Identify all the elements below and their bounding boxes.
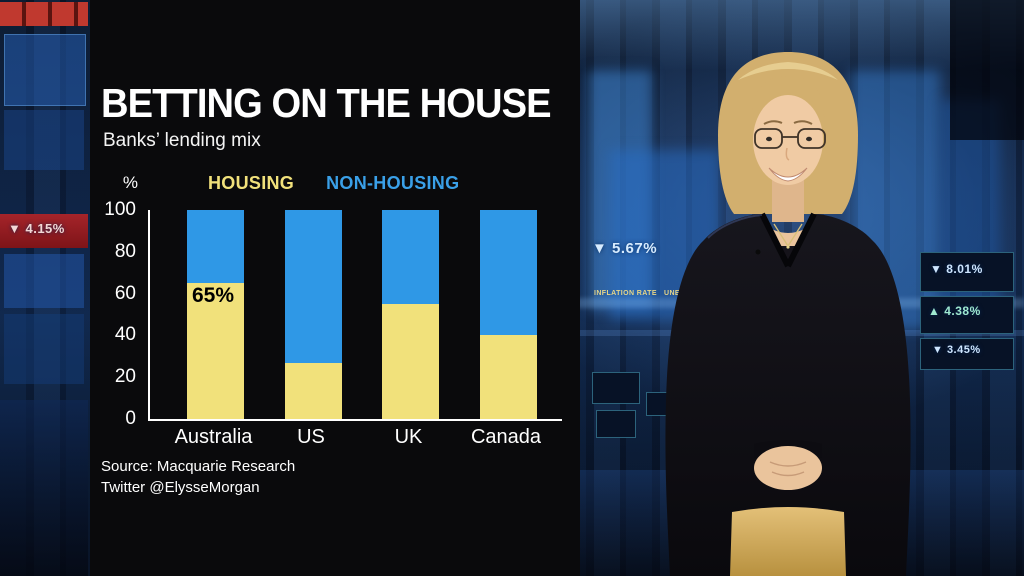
- legend-housing: HOUSING: [208, 173, 295, 193]
- red-ticker-bar: [0, 2, 88, 26]
- studio-corner-structure: [950, 0, 1024, 140]
- y-tick-60: 60: [114, 282, 136, 304]
- presenter-fringe: [751, 76, 825, 118]
- studio-monitor: [596, 410, 636, 438]
- presenter-nose: [785, 147, 790, 161]
- lapel-mic: [755, 249, 761, 255]
- presenter-blazer: [665, 214, 911, 576]
- presenter-lapel: [759, 212, 791, 268]
- chart-subtitle: Banks’ lending mix: [103, 130, 261, 151]
- glasses-right-lens: [797, 128, 826, 149]
- segment-housing: [479, 335, 537, 419]
- studio-ticker: ▼ 8.01%: [930, 262, 983, 276]
- red-ticker-band: [0, 214, 88, 248]
- studio-screen: [4, 314, 84, 384]
- source-line-1: Source: Macquarie Research: [101, 458, 296, 475]
- segment-housing: 65%: [187, 283, 244, 419]
- y-tick-0: 0: [125, 408, 136, 429]
- glasses-left-lens: [754, 128, 783, 149]
- source-line-2: Twitter @ElysseMorgan: [101, 479, 260, 496]
- bar-annotation: 65%: [192, 284, 235, 308]
- chart-panel: BETTING ON THE HOUSE Banks’ lending mix …: [90, 0, 580, 576]
- ticker-screen: [920, 338, 1014, 370]
- presenter-eyebrow: [793, 120, 813, 125]
- studio-ticker: ▲ 4.38%: [928, 304, 981, 318]
- chart-legend: HOUSING NON-HOUSING: [208, 173, 459, 194]
- segment-housing: [284, 362, 342, 419]
- presenter-eyebrow: [763, 120, 783, 125]
- presenter-finger-lines: [769, 461, 807, 477]
- presenter-eye: [766, 136, 772, 142]
- studio-lower-left: [0, 400, 88, 576]
- presenter-hands: [754, 446, 822, 490]
- presenter-smile: [768, 167, 808, 182]
- presenter-eye: [806, 136, 812, 142]
- x-label-uk: UK: [394, 426, 423, 448]
- bar-uk: [382, 210, 439, 419]
- y-tick-40: 40: [114, 324, 136, 346]
- presenter-shoulder-highlight: [707, 214, 763, 239]
- presenter-hair-highlight: [738, 62, 838, 80]
- studio-screen: [4, 34, 86, 106]
- presenter-neck: [772, 178, 804, 222]
- bar-canada: [479, 210, 537, 419]
- x-labels: Australia US UK Canada: [148, 424, 560, 456]
- presenter-skirt: [730, 507, 846, 576]
- studio-screen: [4, 254, 84, 308]
- y-tick-80: 80: [114, 240, 136, 262]
- presenter-face: [753, 95, 823, 185]
- y-axis-labels: 0 20 40 60 80 100: [90, 199, 142, 429]
- plot-area: 65%: [148, 210, 562, 421]
- studio-ticker: ▼ 4.15%: [8, 221, 65, 236]
- legend-non-housing: NON-HOUSING: [326, 173, 460, 193]
- studio-monitor: [592, 372, 640, 404]
- ticker-screen: [920, 252, 1014, 292]
- y-axis-unit-label: %: [122, 173, 138, 192]
- chart-title: BETTING ON THE HOUSE: [101, 80, 552, 126]
- y-tick-100: 100: [104, 199, 136, 220]
- bar-australia: 65%: [187, 210, 244, 419]
- segment-housing: [382, 304, 439, 419]
- x-label-australia: Australia: [174, 426, 253, 448]
- presenter: [665, 52, 911, 576]
- studio-ticker-label: INFLATION RATE: [594, 290, 657, 297]
- presenter-lapel: [785, 212, 817, 268]
- studio-ticker: ▼ 3.45%: [932, 344, 981, 356]
- ticker-screen: [920, 296, 1014, 334]
- y-tick-20: 20: [114, 366, 136, 388]
- presenter-pendant: [786, 245, 790, 249]
- x-label-canada: Canada: [470, 426, 542, 448]
- x-label-us: US: [297, 426, 325, 448]
- studio-screen: [4, 110, 84, 170]
- bar-us: [284, 210, 342, 419]
- studio-ticker: ▼ 5.67%: [592, 240, 658, 257]
